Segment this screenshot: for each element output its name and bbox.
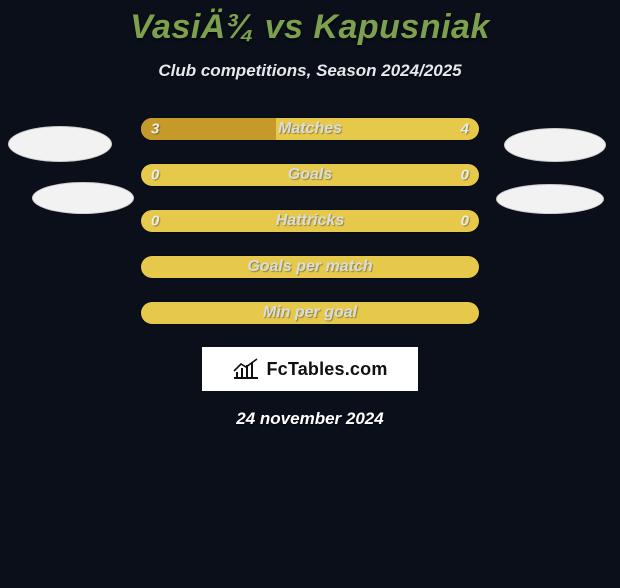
bar-background <box>141 210 479 232</box>
stat-bar: Goals00 <box>140 163 480 187</box>
stat-bar: Goals per match <box>140 255 480 279</box>
footer-date: 24 november 2024 <box>0 409 620 429</box>
stat-bar: Min per goal <box>140 301 480 325</box>
brand-logo-box: FcTables.com <box>202 347 418 391</box>
bar-value-right: 0 <box>461 213 469 230</box>
chart-stage: Matches34Goals00Hattricks00Goals per mat… <box>0 117 620 325</box>
bar-value-right: 0 <box>461 167 469 184</box>
bar-value-left: 3 <box>151 121 159 138</box>
page-title: VasiÄ¾ vs Kapusniak <box>0 8 620 47</box>
bar-background <box>141 302 479 324</box>
bar-background <box>141 256 479 278</box>
bar-value-left: 0 <box>151 167 159 184</box>
stat-bar: Hattricks00 <box>140 209 480 233</box>
bar-background <box>141 164 479 186</box>
bar-value-right: 4 <box>461 121 469 138</box>
brand-text: FcTables.com <box>266 359 387 380</box>
stat-bar: Matches34 <box>140 117 480 141</box>
chart-icon <box>232 358 260 380</box>
bar-fill-left <box>141 118 276 140</box>
page-subtitle: Club competitions, Season 2024/2025 <box>0 61 620 81</box>
bar-value-left: 0 <box>151 213 159 230</box>
comparison-bars: Matches34Goals00Hattricks00Goals per mat… <box>140 117 480 325</box>
